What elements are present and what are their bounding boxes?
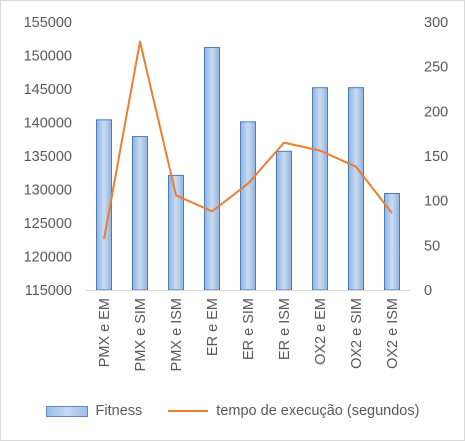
legend-swatch-fitness — [45, 405, 88, 417]
bar-fitness — [276, 150, 292, 291]
x-category-label: OX2 e ISM — [385, 298, 401, 369]
y-left-tick-label: 150000 — [24, 49, 72, 65]
x-category-label: OX2 e SIM — [349, 298, 365, 369]
bar-fitness — [240, 121, 256, 291]
legend-label-tempo: tempo de execução (segundos) — [216, 403, 420, 419]
y-right-tick-label: 0 — [424, 283, 432, 299]
y-right-tick-label: 100 — [424, 194, 448, 210]
legend: Fitness tempo de execução (segundos) — [0, 399, 465, 423]
y-left-tick-label: 155000 — [24, 15, 72, 31]
y-right-tick-label: 250 — [424, 60, 448, 76]
legend-swatch-tempo — [168, 410, 209, 412]
x-category-label: ER e SIM — [241, 298, 257, 360]
y-right-tick-label: 50 — [424, 238, 440, 254]
y-left-tick-label: 125000 — [24, 216, 72, 232]
bar-fitness — [312, 87, 328, 291]
x-category-label: PMX e SIM — [133, 298, 149, 371]
y-right-tick-label: 150 — [424, 149, 448, 165]
y-left-tick-label: 120000 — [24, 250, 72, 266]
bar-fitness — [348, 87, 364, 291]
x-category-label: PMX e ISM — [169, 298, 185, 371]
combo-chart: 115000 120000 125000 130000 135000 140000 1450… — [24, 15, 449, 371]
y-left-tick-label: 145000 — [24, 82, 72, 98]
legend-item-fitness: Fitness — [45, 403, 143, 419]
bar-fitness — [204, 46, 220, 291]
x-category-label: PMX e EM — [97, 298, 113, 367]
x-category-label: OX2 e EM — [313, 298, 329, 365]
y-left-tick-label: 130000 — [24, 183, 72, 199]
bar-fitness — [132, 136, 148, 291]
y-right-tick-label: 200 — [424, 104, 448, 120]
x-category-label: ER e ISM — [277, 298, 293, 360]
y-right-tick-label: 300 — [424, 15, 448, 31]
y-left-tick-label: 115000 — [25, 283, 72, 299]
legend-item-tempo: tempo de execução (segundos) — [168, 403, 419, 419]
x-category-label: ER e EM — [205, 298, 221, 356]
legend-label-fitness: Fitness — [95, 403, 143, 419]
y-left-tick-label: 140000 — [24, 116, 72, 132]
y-left-tick-label: 135000 — [24, 149, 72, 165]
